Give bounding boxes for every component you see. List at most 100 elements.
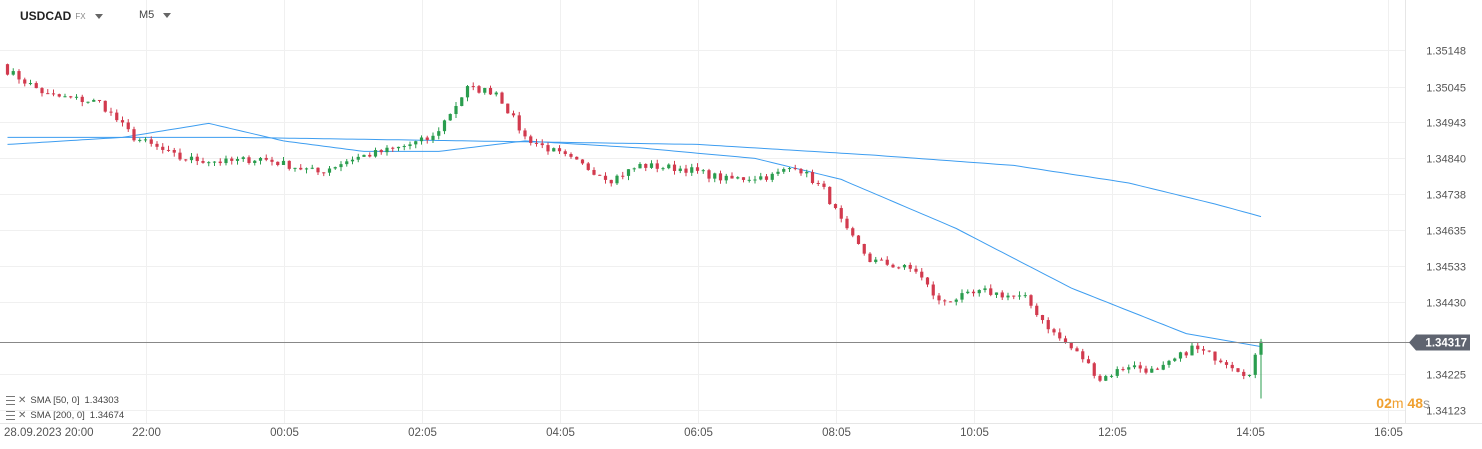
candle-body (471, 86, 475, 88)
candle (1086, 355, 1091, 364)
candle (1069, 341, 1073, 351)
indicator-settings-icon[interactable] (6, 396, 15, 405)
candle-body (465, 86, 470, 98)
candle-body (345, 161, 349, 165)
candle-body (391, 147, 395, 149)
candle-body (293, 167, 297, 169)
indicator-remove-icon[interactable]: ✕ (18, 410, 27, 421)
candle-body (707, 170, 711, 179)
candle (580, 159, 585, 165)
candle (897, 266, 901, 270)
indicator-settings-icon[interactable] (6, 411, 15, 420)
candle (120, 116, 125, 127)
candle-body (1196, 345, 1200, 350)
candle-body (488, 87, 493, 95)
candle (270, 156, 274, 166)
candle-body (667, 164, 671, 169)
y-tick-label: 1.34123 (1426, 406, 1466, 418)
candle (661, 166, 665, 171)
candle-body (419, 137, 424, 142)
candle-body (1069, 342, 1073, 349)
candle (1150, 366, 1154, 373)
candle (713, 172, 717, 183)
y-tick-label: 1.34430 (1426, 298, 1466, 310)
candle-body (28, 83, 33, 85)
candle (1098, 374, 1102, 383)
candle-body (770, 173, 774, 180)
y-tick-label: 1.35045 (1426, 83, 1466, 95)
candle (672, 160, 677, 175)
candle-body (477, 86, 481, 93)
indicator-label: SMA [200, 0] (30, 410, 85, 421)
candle (1115, 366, 1119, 378)
candle-body (327, 168, 332, 173)
y-tick-label: 1.34840 (1426, 154, 1466, 166)
grid-lines (0, 0, 1482, 424)
candle-body (1173, 358, 1177, 361)
candle (856, 234, 861, 245)
candle (816, 180, 820, 187)
indicator-remove-icon[interactable]: ✕ (18, 395, 27, 406)
candle (437, 127, 441, 140)
candle (218, 158, 222, 166)
candle (477, 84, 481, 94)
candle (879, 257, 884, 261)
candle (569, 152, 573, 159)
candle (1081, 348, 1085, 363)
candle-body (1150, 368, 1154, 373)
candle-body (948, 301, 953, 303)
timeframe-selector[interactable]: M5 (139, 9, 172, 21)
candle-body (120, 120, 125, 123)
candle (575, 156, 579, 160)
candle-body (1058, 332, 1062, 339)
candle (293, 167, 297, 172)
candle-body (281, 160, 286, 165)
candle (316, 167, 320, 175)
candle (1000, 290, 1004, 300)
candle-body (23, 79, 27, 84)
candle (753, 175, 757, 184)
candle (1184, 351, 1188, 359)
candle-body (1029, 295, 1033, 306)
candle-body (1104, 376, 1108, 381)
candle-body (1201, 349, 1206, 351)
candle-body (828, 186, 832, 205)
candle (954, 298, 958, 306)
candle-body (1242, 371, 1246, 376)
candle (747, 176, 751, 183)
candle-body (448, 114, 452, 121)
candle (103, 100, 107, 113)
timeframe-dropdown-chevron-icon[interactable] (163, 12, 172, 18)
candle-body (143, 139, 148, 141)
candle-countdown-timer: 02m 48s (1376, 395, 1430, 411)
candle (488, 85, 493, 95)
candle-body (34, 83, 38, 89)
candle (1138, 361, 1142, 373)
candle (132, 126, 136, 142)
candle (1213, 351, 1217, 365)
candle-body (178, 152, 182, 160)
candle (109, 107, 113, 116)
candle (161, 143, 165, 154)
candle-body (253, 160, 257, 163)
candle-body (931, 284, 935, 296)
x-tick-label: 10:05 (960, 427, 989, 439)
symbol-dropdown-chevron-icon[interactable] (94, 13, 103, 19)
x-tick-label: 08:05 (822, 427, 851, 439)
candle-body (103, 100, 107, 112)
candle-body (74, 96, 79, 98)
candle-body (638, 163, 642, 169)
candle-body (287, 160, 291, 169)
candle (609, 179, 613, 187)
candle-body (603, 175, 608, 180)
candle (632, 167, 636, 172)
candle (701, 168, 705, 174)
candle (690, 163, 694, 176)
candle-body (69, 96, 73, 98)
candle (51, 89, 56, 97)
candle-body (655, 163, 659, 169)
candle (460, 97, 464, 107)
y-tick-label: 1.34225 (1426, 370, 1466, 382)
symbol-selector[interactable]: USDCAD FX (20, 9, 103, 23)
